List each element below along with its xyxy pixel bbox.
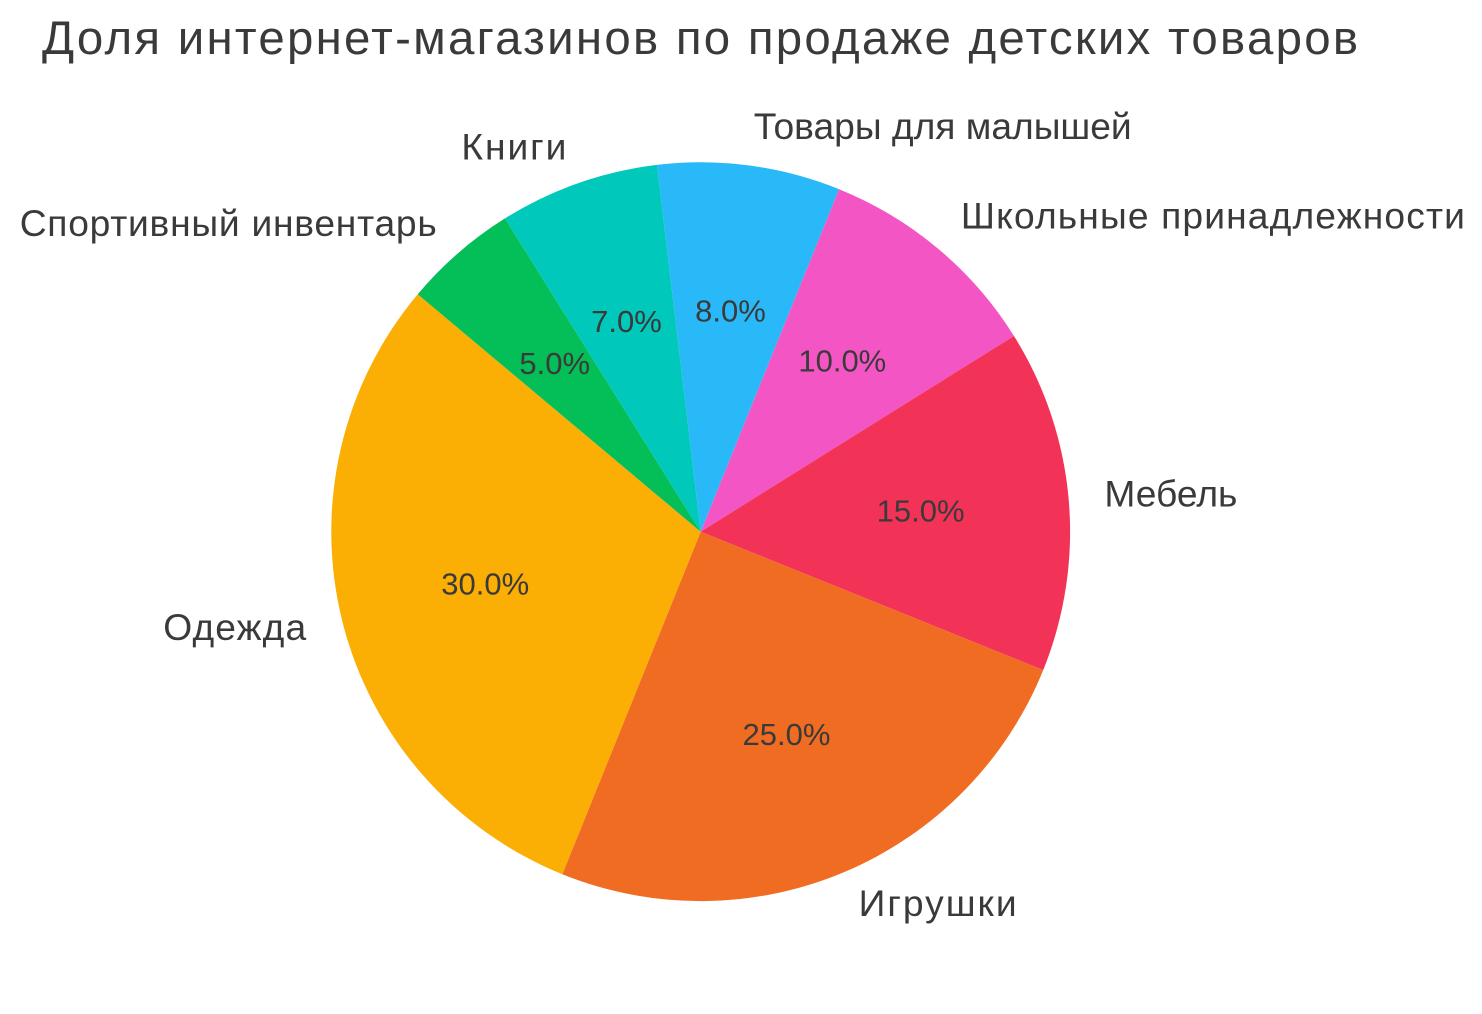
svg-text:Спортивный инвентарь: Спортивный инвентарь	[20, 202, 437, 244]
svg-text:Одежда: Одежда	[163, 606, 306, 648]
svg-text:Игрушки: Игрушки	[859, 882, 1017, 924]
svg-text:Доля интернет-магазинов по про: Доля интернет-магазинов по продаже детск…	[42, 12, 1358, 65]
svg-text:5.0%: 5.0%	[519, 346, 590, 381]
svg-text:Товары для малышей: Товары для малышей	[754, 105, 1132, 147]
svg-text:Книги: Книги	[461, 125, 566, 167]
svg-text:8.0%: 8.0%	[695, 294, 766, 329]
svg-text:10.0%: 10.0%	[798, 343, 886, 378]
svg-text:7.0%: 7.0%	[591, 304, 662, 339]
svg-text:Школьные принадлежности: Школьные принадлежности	[961, 194, 1465, 236]
svg-text:Мебель: Мебель	[1104, 473, 1237, 515]
svg-text:25.0%: 25.0%	[743, 717, 831, 752]
svg-text:30.0%: 30.0%	[441, 567, 529, 602]
svg-text:15.0%: 15.0%	[877, 494, 965, 529]
